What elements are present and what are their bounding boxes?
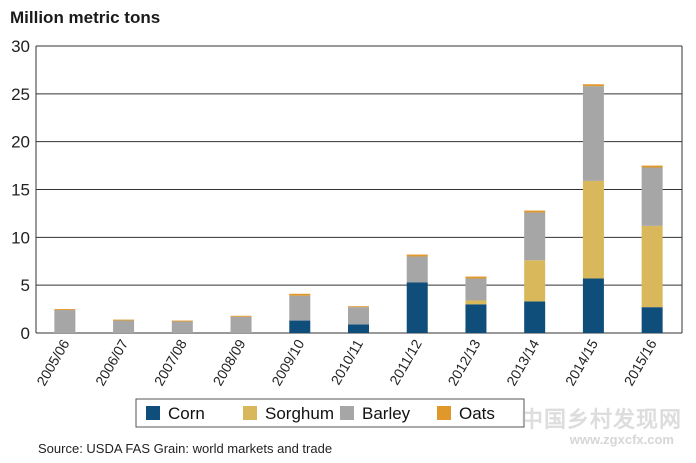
x-tick-label: 2009/10 [268, 336, 307, 388]
y-tick-label: 0 [21, 324, 30, 343]
x-tick-label: 2005/06 [33, 336, 72, 388]
bar-oats [289, 293, 311, 296]
legend-swatch-barley [340, 406, 354, 420]
bar-corn [289, 320, 311, 333]
bar-oats [348, 306, 369, 308]
watermark-text: 中国乡村发现网 [520, 407, 682, 432]
legend-label-oats: Oats [459, 404, 495, 423]
y-tick-label: 15 [11, 181, 30, 200]
bar-oats [230, 315, 252, 317]
bar-corn [582, 278, 604, 333]
y-tick-label: 30 [11, 37, 30, 56]
bar-sorghum [582, 180, 604, 279]
x-tick-label: 2008/09 [209, 336, 248, 388]
y-tick-label: 10 [11, 228, 30, 247]
x-tick-label: 2010/11 [327, 336, 366, 387]
x-tick-label: 2011/12 [386, 336, 425, 387]
legend-swatch-sorghum [243, 406, 257, 420]
bar-barley [113, 320, 135, 333]
y-axis-title: Million metric tons [10, 8, 161, 27]
bar-oats [171, 320, 193, 322]
bar-corn [641, 307, 663, 333]
bar-sorghum [524, 260, 546, 302]
legend-label-corn: Corn [168, 404, 205, 423]
x-tick-label: 2015/16 [621, 336, 660, 388]
bar-oats [406, 254, 428, 257]
x-tick-label: 2006/07 [92, 336, 131, 388]
bar-oats [582, 84, 604, 87]
bar-barley [54, 310, 76, 333]
legend-swatch-corn [146, 406, 160, 420]
legend-box [135, 398, 525, 428]
bar-barley [289, 295, 311, 321]
bar-barley [171, 321, 193, 333]
bar-oats [524, 210, 546, 213]
x-tick-label: 2013/14 [503, 336, 542, 388]
bar-oats [465, 276, 487, 279]
bar-corn [524, 301, 546, 333]
y-tick-label: 25 [11, 85, 30, 104]
y-tick-label: 5 [21, 276, 30, 295]
bar-barley [406, 256, 428, 283]
legend-label-barley: Barley [362, 404, 411, 423]
bar-barley [582, 86, 604, 181]
bar-barley [524, 212, 546, 261]
watermark-url: www.zgxcfx.com [569, 432, 674, 447]
bar-corn [348, 324, 369, 333]
x-tick-label: 2007/08 [151, 336, 190, 388]
x-tick-label: 2012/13 [444, 336, 483, 388]
bar-sorghum [641, 225, 663, 308]
bar-corn [406, 282, 428, 333]
bar-oats [54, 309, 76, 311]
legend-label-sorghum: Sorghum [265, 404, 334, 423]
x-tick-label: 2014/15 [562, 336, 601, 388]
bar-barley [641, 167, 663, 226]
y-tick-label: 20 [11, 133, 30, 152]
source-note: Source: USDA FAS Grain: world markets an… [38, 441, 333, 456]
bar-barley [230, 316, 252, 333]
bar-sorghum [465, 300, 487, 305]
bar-barley [348, 307, 369, 325]
bar-barley [465, 278, 487, 301]
bar-oats [641, 165, 663, 168]
legend-swatch-oats [437, 406, 451, 420]
bar-oats [113, 319, 135, 321]
bar-corn [465, 304, 487, 333]
